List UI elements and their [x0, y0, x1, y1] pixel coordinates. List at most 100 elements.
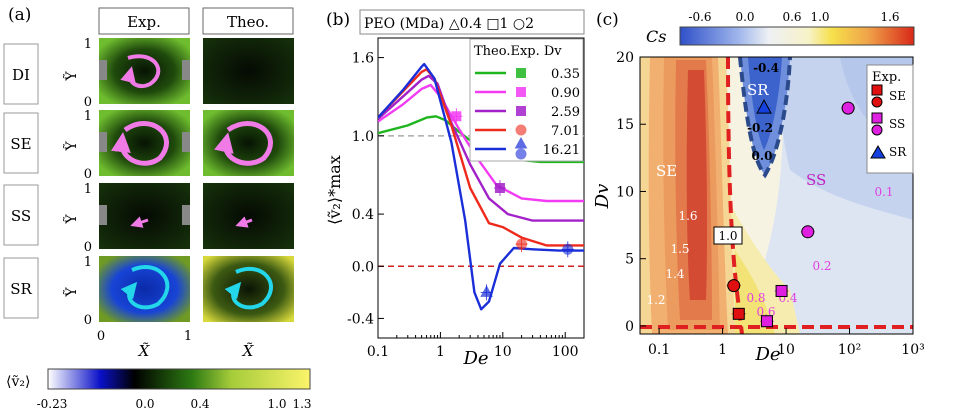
series-line-0.90	[378, 83, 584, 203]
series-line-7.01	[378, 68, 584, 247]
y-axis-label: Ỹ	[62, 141, 80, 152]
legend-label: 0.35	[551, 67, 580, 82]
y-tick-0: 0	[84, 95, 92, 110]
wall-block	[99, 60, 107, 80]
exp-point-SS	[760, 315, 773, 328]
legend-label: SS	[889, 117, 905, 131]
exp-point-SE	[732, 307, 745, 320]
row-label-sr: SR	[10, 280, 32, 298]
sr-boundary	[738, 57, 792, 179]
wall-block	[182, 205, 190, 225]
legend-marker	[871, 124, 883, 136]
exp-point-0.90	[451, 111, 462, 122]
colorbar-tick: -0.6	[688, 10, 711, 24]
panel-c: (c) SE SS SR 1.6 1.5	[592, 10, 925, 365]
arrow-sr-theo	[224, 266, 273, 310]
legend-box	[469, 38, 584, 162]
panel-b-title: PEO (MDa) △0.4 □1 ○2	[364, 16, 534, 32]
y-tick-label: 0.0	[352, 259, 374, 275]
legend-marker	[516, 87, 526, 97]
y-tick-label: 20	[616, 50, 634, 66]
row-label-di: DI	[12, 66, 30, 84]
row-label-se: SE	[10, 135, 31, 153]
exp-point-SR	[756, 99, 772, 114]
region-label-ss: SS	[806, 171, 826, 189]
exp-point-16.21	[562, 243, 574, 255]
legend-marker	[514, 136, 528, 149]
x-tick-label: 10²	[838, 342, 861, 358]
x-axis-label: De	[754, 344, 780, 365]
panel-a-colorbar: ⟨ṽ₂⟩ -0.23 0.0 0.4 1.0 1.3	[6, 368, 312, 411]
colorbar-tick: 0.0	[135, 397, 154, 411]
contour-label: -0.2	[747, 121, 773, 135]
legend-marker	[871, 96, 883, 108]
axis-ticks: 0.1 1 10 100 -0.4 0.0 0.4 1.0 1.6	[347, 51, 585, 360]
y-tick-label: 0	[625, 319, 634, 335]
legend-title: Theo.Exp. Dv	[474, 44, 562, 59]
col-exp-box	[98, 7, 190, 35]
axis-ticks: 0.1 1 10 10² 10³ 0 5 10 15 20	[616, 50, 925, 358]
legend-marker	[871, 112, 883, 124]
y-tick-1: 1	[84, 255, 92, 270]
y-tick-label: 10	[616, 184, 634, 200]
exp-point-16.21	[480, 285, 493, 297]
wall-block	[182, 132, 190, 152]
map-di-theo	[203, 38, 294, 104]
panel-c-colorbar: Cs -0.6 0.0 0.6 1.0 1.6	[646, 10, 915, 46]
series-line-0.35	[378, 115, 584, 164]
arrow-se-theo	[214, 121, 273, 166]
y-tick-label: -0.4	[347, 311, 374, 327]
row-label-box-ss	[3, 184, 39, 246]
legend-marker	[515, 124, 527, 136]
legend: Theo.Exp. Dv 0.35 0.90 2.59 7.01 16.21	[469, 38, 584, 162]
panel-c-label: (c)	[596, 10, 619, 30]
map-di-exp	[99, 38, 190, 104]
series-line-16.21	[378, 62, 584, 311]
x-axis-label-theo: X̃	[242, 342, 255, 360]
y-tick-label: 1.6	[352, 51, 374, 67]
map-ss-exp	[99, 183, 190, 249]
row-labels: DI SE SS SR	[3, 43, 39, 319]
plot-b-frame	[377, 37, 585, 339]
region-label-sr: SR	[747, 81, 769, 99]
colorbar-tick: 0.6	[782, 10, 801, 24]
colorbar-tick: -0.23	[37, 397, 68, 411]
y-axis-label: Dv	[592, 184, 613, 210]
panel-a-label: (a)	[8, 5, 31, 25]
theory-curves	[378, 62, 584, 311]
row-label-box-sr	[3, 257, 39, 319]
arrow-sr-exp	[120, 265, 170, 310]
colorbar-bar	[47, 368, 311, 390]
legend-marker	[516, 106, 526, 116]
y-axis-label: Ỹ	[62, 287, 80, 298]
contour-label: 0.8	[746, 291, 765, 305]
colorbar-bar	[679, 26, 915, 46]
panel-a-x-axes: 0 1 X̃ X̃	[97, 329, 255, 360]
y-tick-0: 0	[84, 313, 92, 328]
contour-label: 1.5	[670, 242, 689, 256]
x-tick-label: 0.1	[648, 342, 670, 358]
y-tick-1: 1	[84, 182, 92, 197]
y-tick-label: 5	[625, 252, 634, 268]
plot-c-frame	[639, 56, 914, 335]
velocity-maps	[99, 38, 294, 322]
wall-block	[182, 60, 190, 80]
colorbar-ticks: -0.6 0.0 0.6 1.0 1.6	[688, 10, 899, 24]
region-fill	[686, 70, 708, 300]
y-tick-label: 0.4	[352, 207, 374, 223]
panel-a-y-axes: 1 0 Ỹ 1 0 Ỹ 1 0 Ỹ 1 0 Ỹ	[62, 37, 92, 328]
row-label-ss: SS	[11, 207, 31, 225]
row-label-box-di	[3, 43, 39, 105]
contour-label: -0.4	[753, 61, 779, 75]
y-tick-0: 0	[84, 167, 92, 182]
x-tick-label: 1	[718, 342, 727, 358]
y-axis-label: Ỹ	[62, 71, 80, 82]
exp-point-SS	[801, 225, 815, 239]
y-axis-label: ⟨ṽ₂⟩*max	[325, 155, 344, 225]
experimental-points	[726, 99, 856, 328]
x-axis-label: De	[462, 348, 488, 369]
colorbar-title: Cs	[646, 27, 666, 46]
x-tick-label: 10	[777, 342, 795, 358]
exp-point-SS	[841, 101, 855, 115]
